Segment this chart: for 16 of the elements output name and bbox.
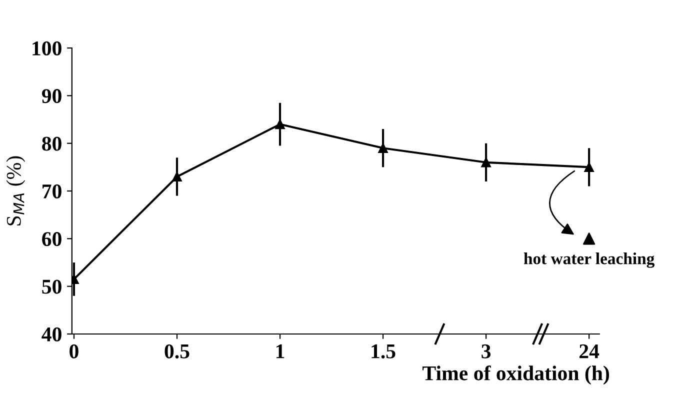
y-tick-label: 80 xyxy=(42,136,62,151)
x-tick-label: 1.5 xyxy=(372,344,396,358)
y-tick-label: 90 xyxy=(42,89,62,104)
x-tick-label: 1 xyxy=(276,344,284,358)
x-axis-title: Time of oxidation (h) xyxy=(422,365,610,385)
y-tick-label: 60 xyxy=(42,232,62,246)
y-tick-label: 40 xyxy=(42,327,62,342)
x-tick-label: 0 xyxy=(70,344,78,358)
annotation: hot water leaching xyxy=(524,252,654,268)
y-axis-title: S$_{MA}$ (%) xyxy=(6,156,26,226)
x-tick-label: 24 xyxy=(580,344,600,358)
y-tick-label: 50 xyxy=(42,280,62,294)
y-tick-label: 100 xyxy=(32,41,62,56)
x-tick-label: 3 xyxy=(482,344,491,358)
x-tick-label: 0.5 xyxy=(164,344,190,358)
y-tick-label: 70 xyxy=(42,184,62,198)
